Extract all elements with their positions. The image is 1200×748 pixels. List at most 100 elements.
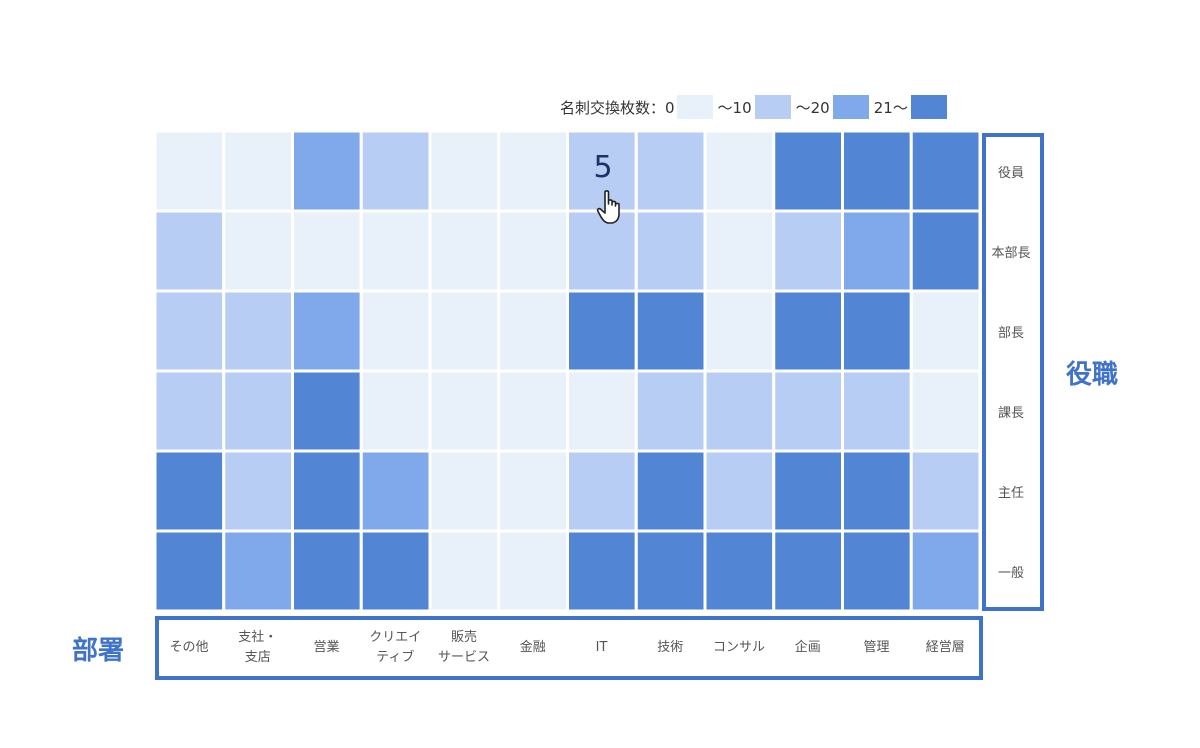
heatmap-cell[interactable] (566, 529, 638, 613)
heatmap-cell[interactable] (772, 129, 844, 213)
column-label: クリエイ ティブ (369, 630, 422, 665)
heatmap-cell[interactable] (634, 289, 707, 373)
heatmap-cell[interactable] (428, 209, 501, 293)
heatmap-cell[interactable] (634, 369, 707, 453)
heatmap-cell[interactable] (703, 369, 776, 453)
column-label: 技術 (657, 640, 684, 655)
heatmap-cell[interactable] (841, 129, 913, 213)
heatmap-cell[interactable] (222, 209, 294, 293)
heatmap-cell[interactable] (291, 529, 363, 613)
heatmap-cell[interactable] (222, 369, 294, 453)
heatmap-cell[interactable] (634, 449, 707, 533)
heatmap-cell[interactable] (703, 129, 776, 213)
column-label: IT (595, 640, 608, 655)
heatmap-cell[interactable] (909, 449, 982, 533)
heatmap-cell[interactable] (772, 209, 844, 293)
heatmap-cell[interactable] (428, 529, 501, 613)
heatmap-cell[interactable] (153, 209, 226, 293)
heatmap-cell[interactable] (841, 369, 913, 453)
heatmap-cell[interactable] (359, 529, 432, 613)
heatmap-cell[interactable] (222, 289, 294, 373)
heatmap-cell[interactable] (566, 369, 638, 453)
heatmap-cell[interactable] (359, 209, 432, 293)
heatmap-cell[interactable] (222, 449, 294, 533)
x-axis-title: 部署 (72, 636, 125, 666)
heatmap-cell[interactable] (634, 129, 707, 213)
heatmap-cell[interactable] (497, 129, 569, 213)
heatmap-cell[interactable] (291, 289, 363, 373)
row-label: 主任 (997, 486, 1024, 501)
row-label: 一般 (997, 566, 1024, 581)
heatmap-cell[interactable] (428, 129, 501, 213)
heatmap-cell[interactable] (153, 129, 226, 213)
heatmap-cell[interactable] (772, 449, 844, 533)
heatmap-cell[interactable] (359, 449, 432, 533)
row-label: 役員 (997, 166, 1024, 181)
heatmap-cell[interactable] (566, 449, 638, 533)
legend-swatch-3 (910, 95, 947, 119)
legend-swatch-1 (754, 95, 791, 119)
heatmap-cell[interactable] (841, 289, 913, 373)
heatmap-cell[interactable] (566, 289, 638, 373)
heatmap-cell[interactable] (428, 369, 501, 453)
heatmap-cell[interactable] (841, 209, 913, 293)
heatmap-cell[interactable] (841, 449, 913, 533)
row-label: 本部長 (991, 246, 1031, 261)
heatmap-cell[interactable] (428, 449, 501, 533)
heatmap-cell[interactable] (359, 129, 432, 213)
heatmap-cell[interactable] (222, 529, 294, 613)
heatmap-cell[interactable] (703, 529, 776, 613)
legend-label-2: ～20 (795, 98, 830, 117)
heatmap-cell[interactable] (497, 289, 569, 373)
heatmap-cell[interactable] (153, 449, 226, 533)
legend-title: 名刺交換枚数：0 (560, 98, 675, 117)
heatmap-cell[interactable] (359, 369, 432, 453)
heatmap-cell[interactable] (153, 369, 226, 453)
heatmap-cell[interactable] (222, 129, 294, 213)
heatmap-cell[interactable] (909, 209, 982, 293)
heatmap-cell[interactable] (909, 289, 982, 373)
heatmap-cell[interactable] (153, 529, 226, 613)
column-label: 経営層 (925, 640, 965, 655)
y-axis-title: 役職 (1066, 360, 1119, 390)
legend-swatch-2 (832, 95, 869, 119)
heatmap-cell[interactable] (909, 129, 982, 213)
heatmap-cell[interactable] (428, 289, 501, 373)
hand-pointer-icon (596, 190, 620, 224)
column-label: 金融 (519, 640, 546, 655)
row-label: 課長 (997, 406, 1024, 421)
heatmap-cell[interactable] (703, 209, 776, 293)
heatmap-cell[interactable] (909, 529, 982, 613)
heatmap-cell[interactable] (497, 209, 569, 293)
heatmap-cell[interactable] (703, 449, 776, 533)
heatmap-cell[interactable] (291, 129, 363, 213)
heatmap-cell[interactable] (772, 529, 844, 613)
column-label: 企画 (794, 640, 821, 655)
heatmap-cell[interactable] (566, 129, 638, 213)
heatmap-cell[interactable] (909, 369, 982, 453)
heatmap-cell[interactable] (634, 209, 707, 293)
column-label: その他 (169, 640, 209, 655)
column-label: コンサル (712, 640, 765, 655)
heatmap-cell[interactable] (772, 289, 844, 373)
heatmap-cell[interactable] (359, 289, 432, 373)
heatmap-cell[interactable] (772, 369, 844, 453)
heatmap-cell[interactable] (291, 449, 363, 533)
legend-label-3: 21～ (873, 98, 908, 117)
heatmap-cell[interactable] (497, 369, 569, 453)
heatmap-cell[interactable] (841, 529, 913, 613)
column-axis-frame (155, 616, 983, 680)
heatmap-cell[interactable] (153, 289, 226, 373)
heatmap-cell[interactable] (291, 369, 363, 453)
heatmap-cell[interactable] (497, 529, 569, 613)
hover-value: 5 (593, 150, 613, 185)
heatmap-cell[interactable] (703, 289, 776, 373)
column-label: 販売 サービス (437, 630, 490, 665)
heatmap-cell[interactable] (634, 529, 707, 613)
heatmap-cell[interactable] (497, 449, 569, 533)
column-label: 営業 (313, 640, 340, 655)
heatmap-cell[interactable] (291, 209, 363, 293)
legend: 名刺交換枚数：0 ～10 ～20 21～ (560, 95, 947, 119)
column-label: 支社・ 支店 (238, 630, 278, 665)
